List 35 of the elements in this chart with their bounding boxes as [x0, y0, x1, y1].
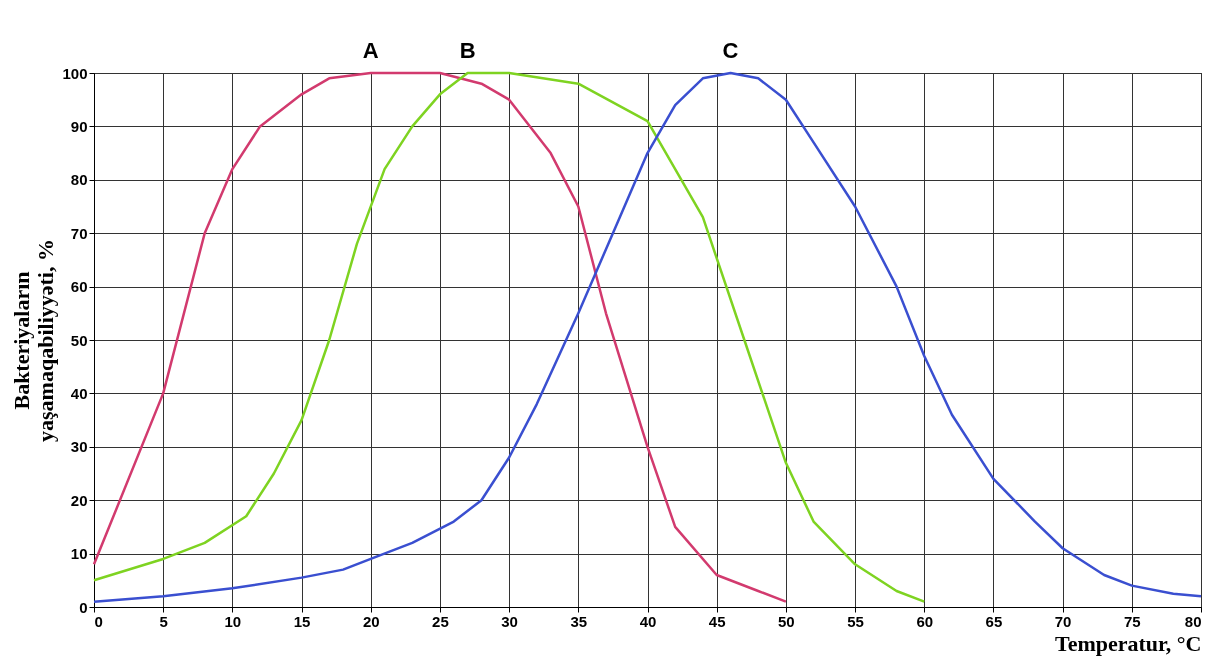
series-label: C: [722, 38, 739, 63]
series-label: A: [362, 38, 379, 63]
x-tick-label: 80: [1184, 612, 1202, 630]
x-tick-label: 75: [1123, 612, 1141, 630]
x-tick-label: 55: [847, 612, 864, 630]
x-tick-label: 40: [639, 612, 657, 630]
series-label: B: [459, 38, 476, 63]
y-tick-label: 10: [70, 545, 88, 563]
x-tick-label: 45: [708, 612, 726, 630]
y-tick-label: 80: [70, 171, 88, 189]
y-tick-label: 40: [70, 384, 88, 402]
y-tick-label: 60: [70, 278, 88, 296]
x-tick-label: 10: [224, 612, 242, 630]
line-series: [92, 71, 788, 603]
x-tick-label: 50: [778, 612, 795, 630]
y-axis-title: Bakteriyaların yaşamaqabiliyyəti, %: [9, 239, 59, 442]
y-tick-label: 70: [70, 224, 88, 242]
x-tick-label: 5: [159, 612, 168, 630]
x-axis-title: Temperatur, °C: [1054, 630, 1202, 656]
x-tick-label: 35: [570, 612, 588, 630]
x-tick-label: 30: [501, 612, 518, 630]
x-tick-label: 70: [1054, 612, 1072, 630]
x-tick-label: 25: [432, 612, 449, 630]
x-tick-label: 0: [94, 612, 103, 630]
x-tick-label: 15: [293, 612, 311, 630]
y-tick-label: 20: [70, 491, 88, 509]
x-tick-label: 60: [916, 612, 934, 630]
y-tick-label: 0: [79, 598, 88, 616]
x-tick-label: 65: [985, 612, 1003, 630]
x-tick-label: 20: [362, 612, 380, 630]
y-tick-label: 90: [70, 117, 88, 135]
y-tick-label: 50: [70, 331, 88, 349]
y-tick-label: 30: [70, 438, 88, 456]
line-series: [92, 71, 926, 603]
y-tick-label: 100: [62, 64, 88, 82]
